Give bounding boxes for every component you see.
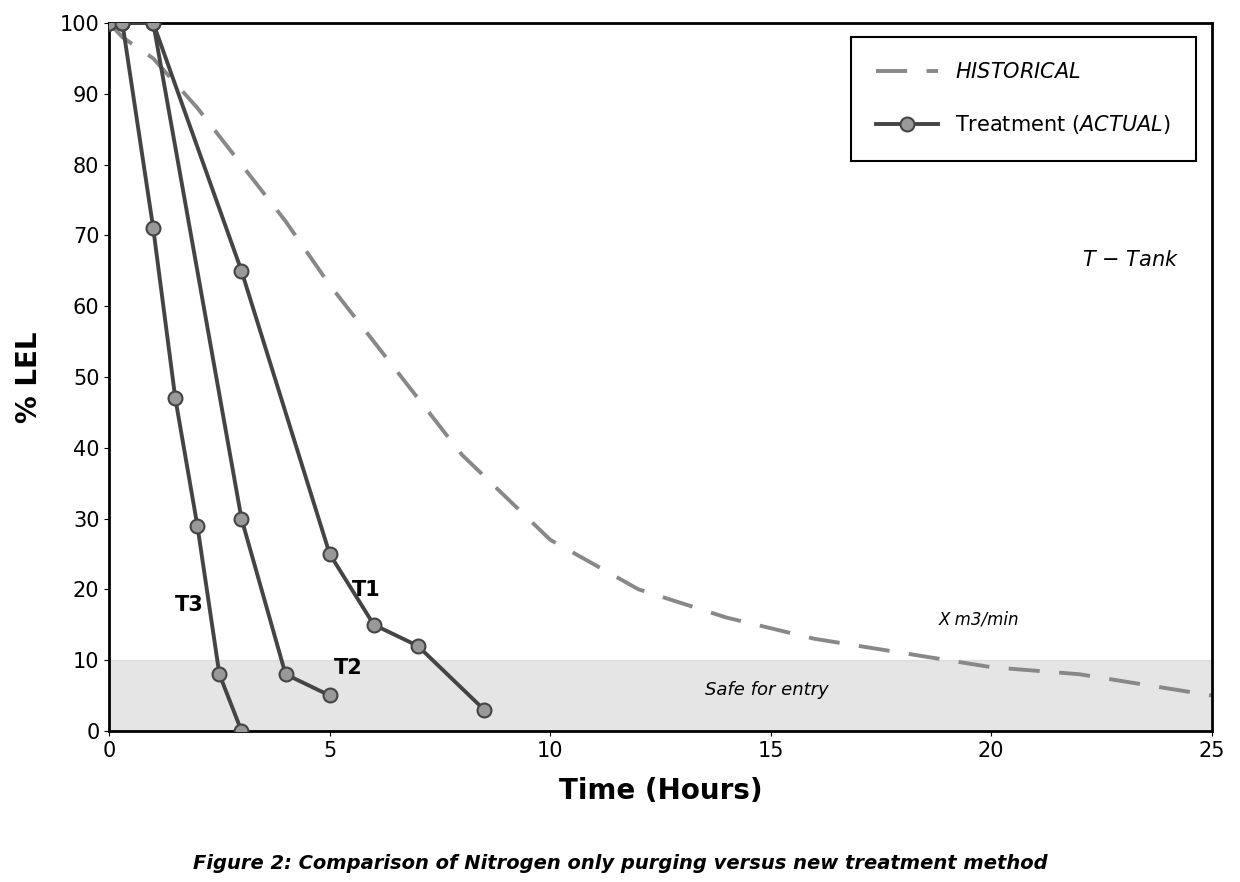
Legend: $\it{HISTORICAL}$, Treatment $\it{(ACTUAL)}$: $\it{HISTORICAL}$, Treatment $\it{(ACTUA…	[851, 37, 1195, 161]
Text: $\it{T}$ $-$ $\it{Tank}$: $\it{T}$ $-$ $\it{Tank}$	[1081, 250, 1179, 270]
Text: T3: T3	[175, 594, 205, 615]
X-axis label: Time (Hours): Time (Hours)	[559, 777, 763, 805]
Text: T2: T2	[334, 658, 363, 678]
Bar	[109, 660, 1211, 731]
Text: Safe for entry: Safe for entry	[704, 682, 828, 699]
Text: T1: T1	[352, 580, 381, 601]
Text: Figure 2: Comparison of Nitrogen only purging versus new treatment method: Figure 2: Comparison of Nitrogen only pu…	[192, 854, 1048, 873]
Y-axis label: % LEL: % LEL	[15, 331, 43, 422]
Text: X m3/min: X m3/min	[939, 610, 1019, 629]
